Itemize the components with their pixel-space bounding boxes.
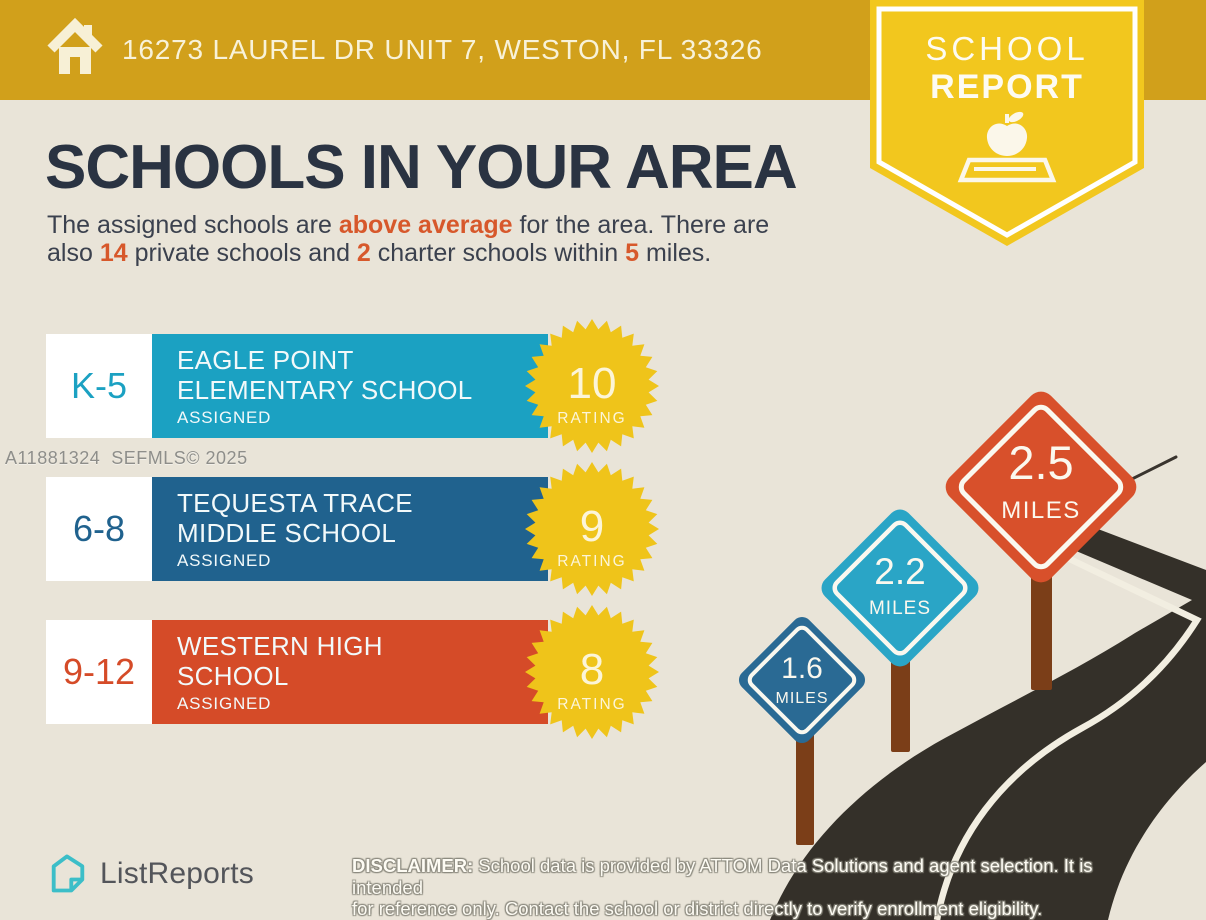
sign-post <box>796 728 814 845</box>
grade-range: 6-8 <box>46 477 152 581</box>
rating-badge: 8 RATING <box>525 605 659 739</box>
school-row-elementary: K-5 EAGLE POINT ELEMENTARY SCHOOL ASSIGN… <box>46 319 659 453</box>
subtitle: The assigned schools are above average f… <box>47 211 770 267</box>
disclaimer-line1: DISCLAIMER: School data is provided by AT… <box>352 855 1093 898</box>
brand-name: ListReports <box>100 857 254 890</box>
school-row-middle: 6-8 TEQUESTA TRACE MIDDLE SCHOOL ASSIGNE… <box>46 462 659 596</box>
page-title: SCHOOLS IN YOUR AREA <box>45 133 798 202</box>
grade-range: K-5 <box>46 334 152 438</box>
school-name: EAGLE POINT ELEMENTARY SCHOOL <box>177 345 473 405</box>
svg-text:2.5: 2.5 <box>1008 436 1073 489</box>
rating-label: RATING <box>557 410 626 427</box>
sign-post <box>1031 560 1052 690</box>
svg-text:MILES: MILES <box>775 690 828 707</box>
distance-sign-1-6: 1.6 MILES <box>738 616 866 744</box>
school-bar: WESTERN HIGH SCHOOL ASSIGNED <box>152 620 548 724</box>
svg-text:MILES: MILES <box>869 598 931 619</box>
svg-text:1.6: 1.6 <box>781 652 823 685</box>
distance-sign-2-5: 2.5 MILES <box>945 391 1137 583</box>
assigned-label: ASSIGNED <box>177 694 272 713</box>
rating-value: 8 <box>580 645 604 694</box>
svg-text:2.2: 2.2 <box>874 551 925 592</box>
property-address: 16273 LAUREL DR UNIT 7, WESTON, FL 33326 <box>122 34 763 65</box>
home-icon <box>47 17 103 74</box>
horizon-line <box>1124 455 1178 484</box>
school-name: WESTERN HIGH SCHOOL <box>177 631 383 691</box>
road-center-line <box>933 549 1202 920</box>
badge-line2: REPORT <box>930 68 1084 106</box>
rating-value: 10 <box>568 359 617 408</box>
school-name: TEQUESTA TRACE MIDDLE SCHOOL <box>177 488 413 548</box>
school-bar: EAGLE POINT ELEMENTARY SCHOOL ASSIGNED <box>152 334 548 438</box>
school-bar: TEQUESTA TRACE MIDDLE SCHOOL ASSIGNED <box>152 477 548 581</box>
rating-badge: 9 RATING <box>525 462 659 596</box>
apple-book-icon <box>957 111 1057 183</box>
school-report-badge: SCHOOL REPORT <box>870 0 1144 246</box>
school-list: K-5 EAGLE POINT ELEMENTARY SCHOOL ASSIGN… <box>46 319 659 763</box>
listreports-logo: ListReports <box>46 852 254 896</box>
badge-line1: SCHOOL <box>925 30 1088 67</box>
school-row-high: 9-12 WESTERN HIGH SCHOOL ASSIGNED 8 RATI… <box>46 605 659 739</box>
mls-watermark: A11881324 SEFMLS© 2025 <box>5 448 248 468</box>
rating-value: 9 <box>580 502 604 551</box>
rating-badge: 10 RATING <box>525 319 659 453</box>
rating-label: RATING <box>557 553 626 570</box>
road-shape <box>770 510 1206 920</box>
grade-range: 9-12 <box>46 620 152 724</box>
disclaimer-line2: for reference only. Contact the school o… <box>352 898 1043 919</box>
assigned-label: ASSIGNED <box>177 408 272 427</box>
svg-text:MILES: MILES <box>1001 497 1081 524</box>
sign-post <box>891 645 910 752</box>
rating-label: RATING <box>557 696 626 713</box>
distance-sign-2-2: 2.2 MILES <box>821 509 979 667</box>
assigned-label: ASSIGNED <box>177 551 272 570</box>
listreports-house-icon <box>51 854 85 893</box>
disclaimer: DISCLAIMER: School data is provided by AT… <box>352 855 1164 920</box>
